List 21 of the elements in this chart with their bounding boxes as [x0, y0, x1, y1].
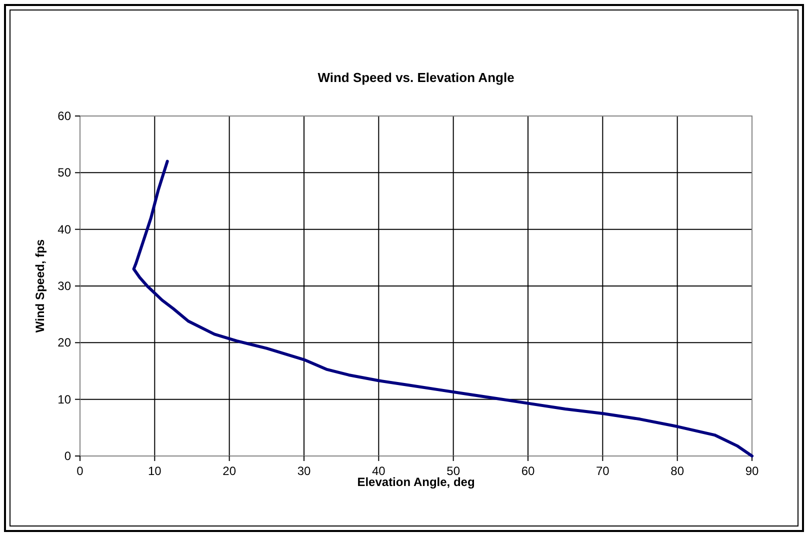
y-tick-label: 0 — [64, 449, 72, 463]
x-tick-label: 0 — [76, 464, 84, 478]
y-tick-label: 60 — [58, 109, 72, 123]
y-axis-title: Wind Speed, fps — [33, 239, 47, 333]
chart-title: Wind Speed vs. Elevation Angle — [318, 70, 514, 85]
y-tick-label: 20 — [58, 336, 72, 350]
y-tick-label: 30 — [58, 279, 72, 293]
x-tick-label: 20 — [222, 464, 236, 478]
x-tick-label: 10 — [148, 464, 162, 478]
x-tick-label: 50 — [446, 464, 460, 478]
y-tick-label: 10 — [58, 392, 72, 406]
x-tick-label: 40 — [372, 464, 386, 478]
line-series — [132, 160, 754, 458]
x-tick-label: 70 — [596, 464, 610, 478]
y-tick-label: 40 — [58, 222, 72, 236]
x-tick-label: 90 — [745, 464, 759, 478]
y-tick-label: 50 — [58, 166, 72, 180]
x-axis-title: Elevation Angle, deg — [357, 475, 475, 489]
x-tick-label: 30 — [297, 464, 311, 478]
x-tick-label: 60 — [521, 464, 535, 478]
x-tick-label: 80 — [670, 464, 684, 478]
